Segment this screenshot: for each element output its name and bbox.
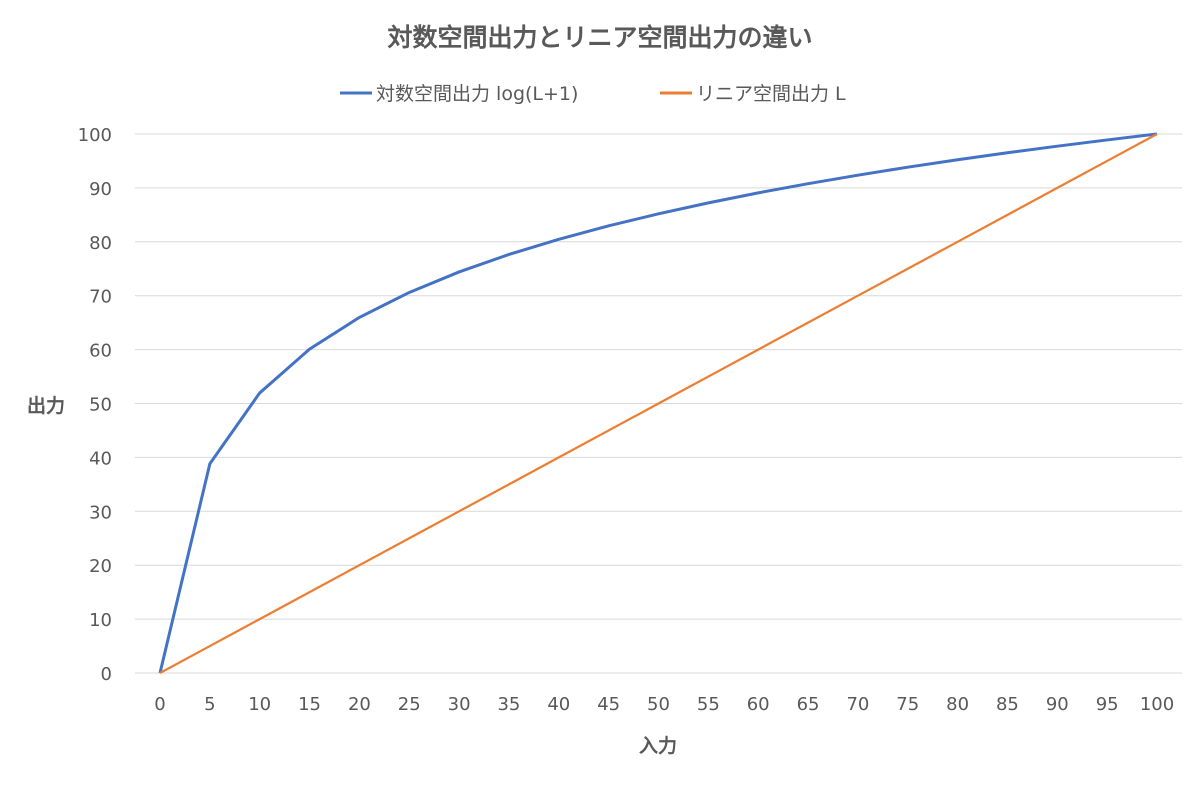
x-tick-label: 55 — [697, 694, 720, 715]
legend: 対数空間出力 log(L+1) リニア空間出力 L — [340, 83, 846, 105]
x-tick-label: 35 — [497, 694, 520, 715]
x-tick-label: 45 — [597, 694, 620, 715]
series-line-linear — [159, 133, 1158, 674]
y-tick-label: 0 — [101, 664, 112, 685]
x-tick-label: 60 — [747, 694, 770, 715]
x-tick-label: 0 — [154, 694, 165, 715]
x-tick-label: 5 — [204, 694, 215, 715]
y-tick-label: 80 — [89, 233, 112, 254]
x-tick-label: 65 — [797, 694, 820, 715]
x-tick-label: 85 — [996, 694, 1019, 715]
y-tick-label: 30 — [89, 502, 112, 523]
series-line-log — [158, 132, 1158, 674]
x-tick-label: 10 — [248, 694, 271, 715]
gridlines — [135, 133, 1182, 674]
y-axis-ticks: 0 10 20 30 40 50 60 70 80 90 100 — [78, 125, 112, 685]
y-tick-label: 40 — [89, 448, 112, 469]
x-tick-label: 30 — [448, 694, 471, 715]
x-tick-label: 40 — [547, 694, 570, 715]
y-axis-label: 出力 — [27, 394, 65, 417]
series-lines — [158, 132, 1158, 674]
x-tick-label: 80 — [946, 694, 969, 715]
legend-label: リニア空間出力 L — [696, 83, 846, 105]
x-tick-label: 95 — [1096, 694, 1119, 715]
x-axis-label: 入力 — [639, 734, 677, 757]
x-tick-label: 20 — [348, 694, 371, 715]
y-tick-label: 100 — [78, 125, 112, 146]
x-tick-label: 90 — [1046, 694, 1069, 715]
y-tick-label: 90 — [89, 179, 112, 200]
chart-title: 対数空間出力とリニア空間出力の違い — [387, 23, 812, 52]
x-tick-label: 50 — [647, 694, 670, 715]
y-tick-label: 10 — [89, 610, 112, 631]
x-axis-ticks: 0 5 10 15 20 25 30 35 40 45 50 55 60 65 70 75 80 85 90 95 10… — [154, 694, 1174, 715]
x-tick-label: 70 — [846, 694, 869, 715]
x-tick-label: 75 — [896, 694, 919, 715]
y-tick-label: 60 — [89, 341, 112, 362]
x-tick-label: 15 — [298, 694, 321, 715]
y-tick-label: 20 — [89, 556, 112, 577]
legend-label: 対数空間出力 log(L+1) — [376, 83, 578, 105]
y-tick-label: 70 — [89, 287, 112, 308]
x-tick-label: 100 — [1140, 694, 1174, 715]
x-tick-label: 25 — [398, 694, 421, 715]
y-tick-label: 50 — [89, 395, 112, 416]
